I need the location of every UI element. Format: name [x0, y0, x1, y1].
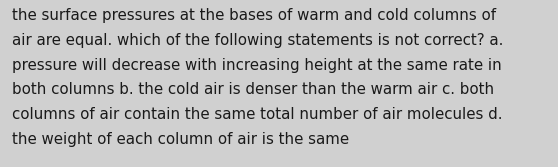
- Text: columns of air contain the same total number of air molecules d.: columns of air contain the same total nu…: [12, 107, 503, 122]
- Text: air are equal. which of the following statements is not correct? a.: air are equal. which of the following st…: [12, 33, 504, 48]
- Text: both columns b. the cold air is denser than the warm air c. both: both columns b. the cold air is denser t…: [12, 82, 494, 98]
- Text: pressure will decrease with increasing height at the same rate in: pressure will decrease with increasing h…: [12, 58, 502, 73]
- Text: the weight of each column of air is the same: the weight of each column of air is the …: [12, 132, 349, 147]
- Text: the surface pressures at the bases of warm and cold columns of: the surface pressures at the bases of wa…: [12, 8, 497, 23]
